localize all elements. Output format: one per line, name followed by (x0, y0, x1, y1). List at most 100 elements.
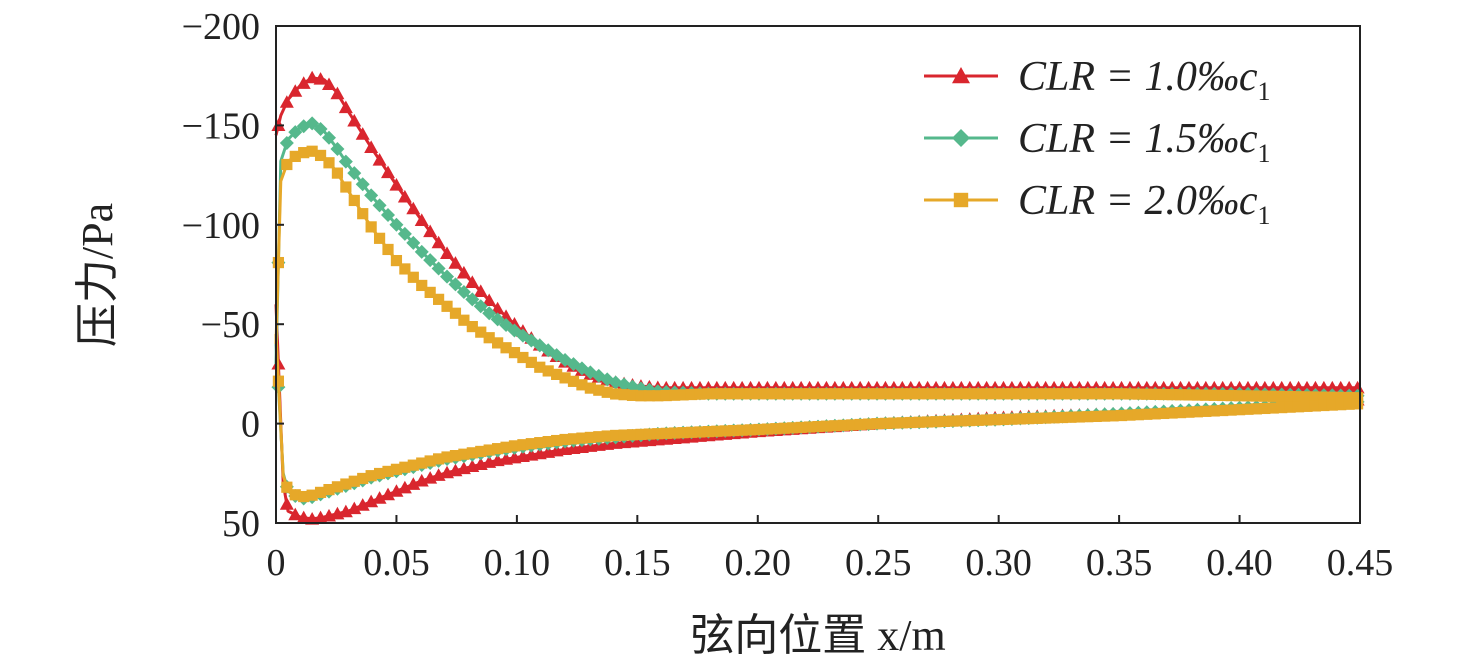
data-point (1242, 390, 1254, 402)
data-point (1149, 388, 1161, 400)
data-point (643, 390, 655, 402)
data-point (1023, 388, 1035, 400)
x-tick-label: 0.05 (363, 542, 430, 584)
data-point (955, 388, 967, 400)
data-point (440, 269, 455, 284)
data-point (770, 423, 782, 435)
data-point (593, 431, 605, 443)
data-point (1090, 410, 1102, 423)
data-point (1351, 398, 1364, 410)
data-point (846, 419, 858, 431)
data-point (1006, 413, 1018, 425)
legend-item: CLR = 1.5‰c1 (924, 116, 1271, 168)
series-group (271, 116, 1365, 506)
data-point (424, 286, 436, 298)
data-point (473, 299, 488, 314)
data-point (357, 472, 369, 485)
data-point (279, 497, 294, 510)
data-point (905, 388, 917, 400)
data-point (1141, 388, 1153, 400)
data-point (373, 467, 386, 480)
data-point (922, 388, 934, 400)
data-point (1200, 389, 1212, 401)
data-point (381, 487, 396, 501)
data-point (719, 388, 731, 400)
data-point (289, 489, 301, 501)
data-point (964, 414, 976, 427)
data-point (1082, 411, 1094, 423)
data-point (567, 375, 580, 387)
data-point (389, 484, 404, 497)
data-point (1132, 388, 1144, 400)
data-point (357, 208, 369, 220)
data-point (551, 368, 563, 380)
data-point (449, 450, 462, 462)
data-point (1276, 401, 1288, 414)
legend: CLR = 1.0‰c1 CLR = 1.5‰c1 CLR = 2.0‰c1 (924, 54, 1271, 230)
x-tick-label: 0.30 (965, 542, 1032, 584)
data-point (1233, 390, 1246, 402)
data-point (626, 389, 639, 401)
data-point (296, 510, 311, 524)
data-point (871, 388, 883, 400)
data-point (397, 226, 412, 241)
data-point (1335, 391, 1347, 404)
data-point (1343, 398, 1355, 410)
data-point (313, 72, 328, 85)
x-tick-label: 0.35 (1086, 542, 1153, 584)
data-point (449, 307, 462, 319)
data-point (321, 77, 336, 91)
data-point (1326, 399, 1338, 411)
x-tick-label: 0.45 (1327, 542, 1394, 584)
data-point (955, 415, 967, 427)
data-point (364, 494, 379, 508)
data-point (1099, 388, 1111, 400)
data-point (364, 140, 379, 153)
data-point (1158, 388, 1170, 401)
x-tick-label: 0.10 (484, 542, 551, 584)
data-point (559, 372, 571, 384)
data-point (1090, 388, 1102, 400)
data-point (736, 388, 748, 400)
data-point (778, 422, 790, 434)
data-point (1217, 404, 1229, 417)
data-point (1073, 388, 1085, 400)
data-point (355, 127, 370, 140)
data-point (930, 388, 942, 400)
data-point (576, 379, 588, 391)
data-point (1174, 389, 1187, 401)
data-point (812, 420, 824, 433)
data-point (761, 388, 774, 400)
data-point (711, 425, 723, 437)
data-point (424, 455, 436, 467)
data-point (305, 70, 320, 84)
data-point (389, 217, 404, 232)
data-point (837, 388, 849, 400)
legend-item: CLR = 2.0‰c1 (924, 178, 1271, 230)
data-point (635, 390, 647, 402)
data-point (1309, 400, 1322, 412)
data-point (1183, 389, 1195, 401)
data-point (1124, 388, 1136, 400)
y-tick-label: −200 (182, 6, 260, 48)
data-point (1082, 388, 1094, 400)
data-point (1318, 399, 1330, 412)
data-point (896, 417, 908, 429)
data-point (306, 489, 318, 501)
data-point (1191, 406, 1203, 418)
data-point (331, 481, 344, 493)
x-tick-label: 0.15 (604, 542, 671, 584)
data-point (397, 480, 412, 494)
data-point (685, 426, 698, 438)
data-point (365, 221, 377, 233)
data-point (820, 420, 833, 432)
data-point (475, 326, 487, 338)
data-point (761, 423, 774, 435)
data-point (466, 447, 478, 459)
data-point (355, 498, 370, 511)
data-point (803, 421, 816, 433)
data-point (862, 388, 875, 400)
data-point (854, 418, 866, 431)
data-point (338, 154, 353, 169)
y-axis-title: 压力/Pa (73, 203, 122, 347)
